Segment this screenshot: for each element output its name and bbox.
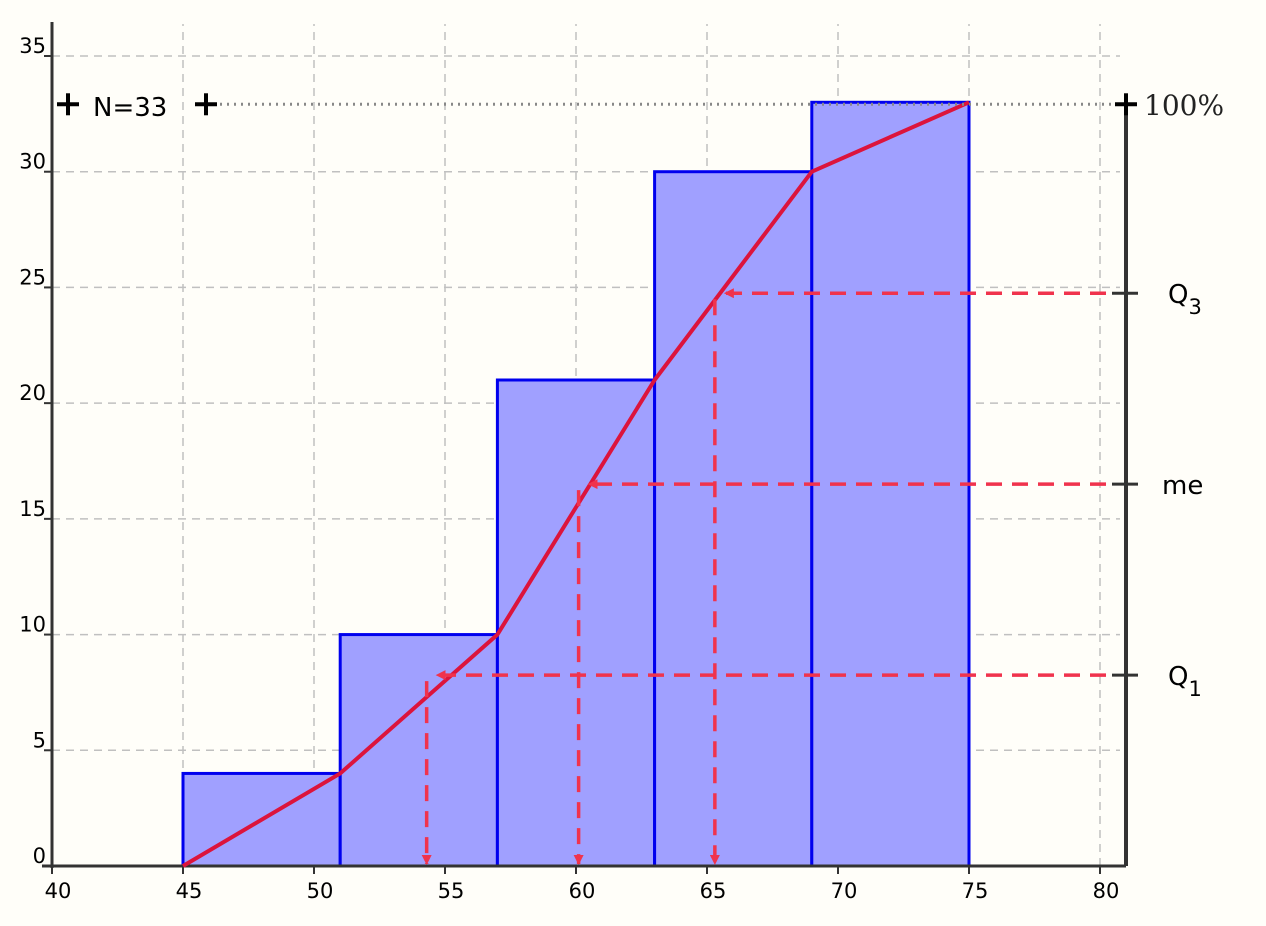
y-tick-label: 15 bbox=[19, 497, 46, 521]
y-tick-label: 20 bbox=[19, 381, 46, 405]
quantile-label: me bbox=[1162, 471, 1203, 501]
x-tick-label: 45 bbox=[176, 879, 203, 903]
y-tick-label: 35 bbox=[19, 34, 46, 58]
x-tick-label: 60 bbox=[569, 879, 596, 903]
quantile-label: Q3 bbox=[1168, 280, 1202, 319]
y-tick-label: 10 bbox=[19, 613, 46, 637]
x-tick-label: 50 bbox=[307, 879, 334, 903]
quantile-label-subscript: 3 bbox=[1188, 295, 1201, 319]
x-tick-label: 65 bbox=[700, 879, 727, 903]
x-tick-label: 80 bbox=[1093, 879, 1120, 903]
x-tick-label: 55 bbox=[438, 879, 465, 903]
percent-label: 100% bbox=[1144, 89, 1224, 122]
y-tick-label: 25 bbox=[19, 265, 46, 289]
quantile-label-subscript: 1 bbox=[1188, 677, 1201, 701]
cumulative-polygon bbox=[181, 100, 970, 868]
tick-labels: 40 45 50 55 60 65 70 75 80 0 5 10 15 20 25 30 35 bbox=[19, 34, 1119, 903]
total-label: N=33 bbox=[93, 93, 167, 123]
x-tick-label: 75 bbox=[962, 879, 989, 903]
x-tick-label: 70 bbox=[831, 879, 858, 903]
y-tick-label: 5 bbox=[33, 728, 46, 752]
quantile-label: Q1 bbox=[1168, 662, 1202, 701]
histogram-bar bbox=[495, 378, 657, 868]
quantile-guides bbox=[421, 288, 1138, 865]
y-tick-label: 0 bbox=[33, 844, 46, 868]
y-tick-label: 30 bbox=[19, 150, 46, 174]
x-tick-label: 40 bbox=[45, 879, 72, 903]
cumulative-polygon-layer bbox=[181, 100, 970, 868]
histogram-bar bbox=[653, 170, 814, 868]
